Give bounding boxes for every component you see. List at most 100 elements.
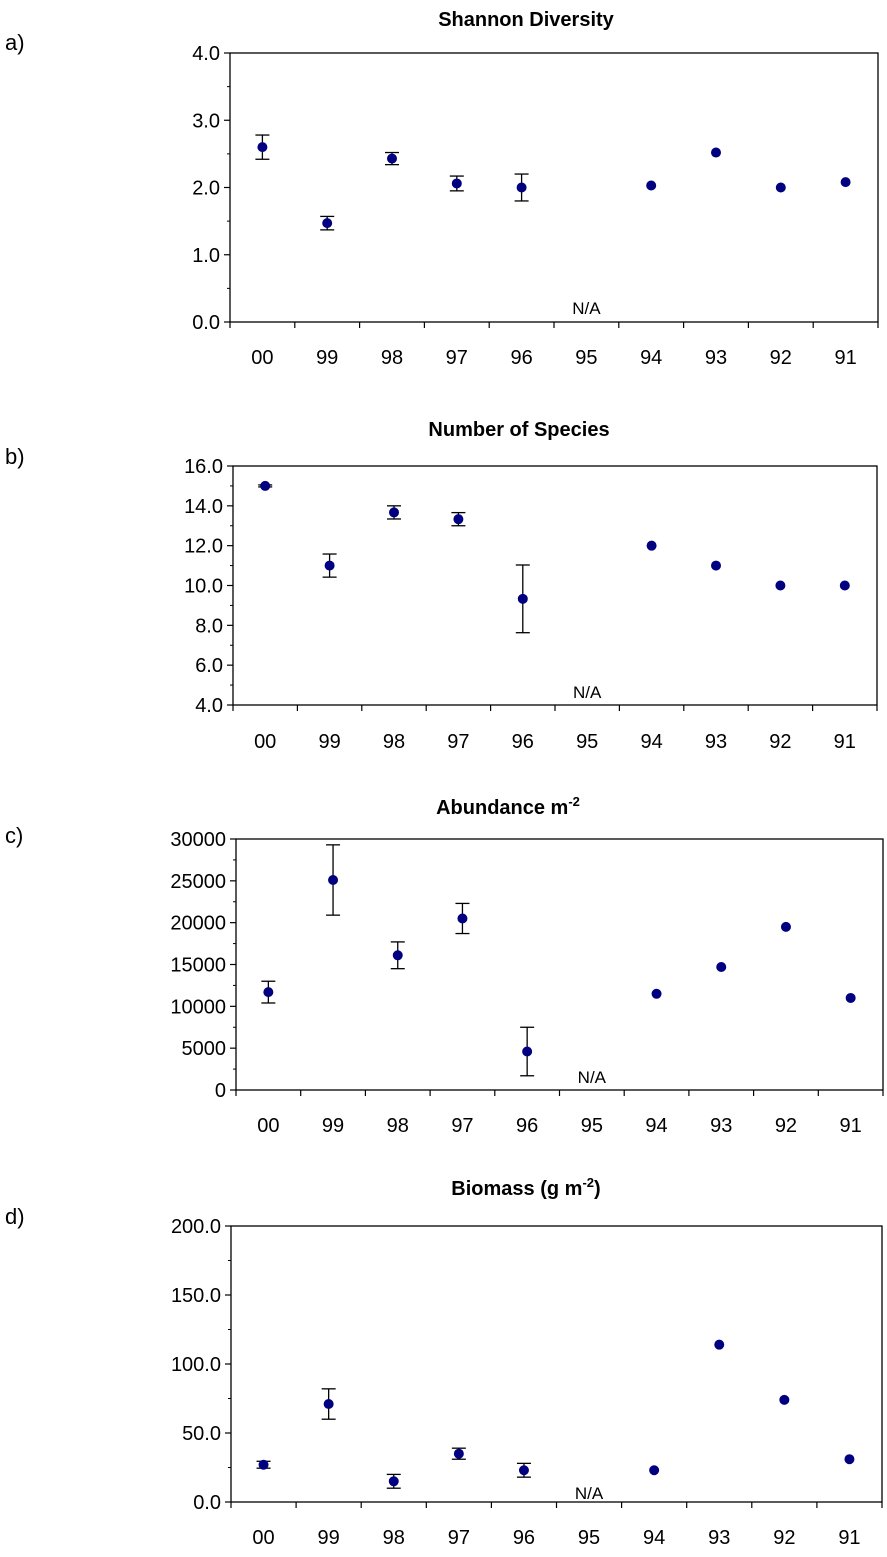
x-tick-label: 99 — [318, 731, 340, 753]
x-tick-label: 92 — [775, 1115, 797, 1137]
data-point — [257, 142, 268, 153]
x-tick-label: 93 — [710, 1115, 732, 1137]
x-tick-label: 95 — [576, 731, 598, 753]
x-tick-label: 91 — [834, 347, 856, 369]
y-tick-label: 10.0 — [184, 576, 223, 598]
data-point — [649, 1465, 660, 1476]
x-tick-label: 99 — [318, 1527, 340, 1549]
y-tick-label: 50.0 — [182, 1423, 221, 1445]
x-tick-label: 98 — [383, 731, 405, 753]
x-tick-label: 96 — [512, 731, 534, 753]
x-tick-label: 97 — [447, 731, 469, 753]
y-tick-label: 1.0 — [192, 245, 220, 267]
data-point — [522, 1046, 533, 1057]
data-point — [714, 1339, 725, 1350]
na-annotation: N/A — [575, 1484, 604, 1503]
x-tick-label: 95 — [581, 1115, 603, 1137]
y-tick-label: 25000 — [170, 871, 226, 893]
chart-panel-a: a) Shannon Diversity 0.0 1.0 2.0 3.0 4.0 00 99 98… — [5, 9, 879, 369]
y-tick-label: 16.0 — [184, 456, 223, 478]
data-point — [711, 560, 721, 571]
data-point — [839, 580, 850, 591]
panel-label: b) — [5, 444, 25, 469]
x-tick-label: 97 — [448, 1527, 470, 1549]
y-tick-label: 2.0 — [192, 178, 220, 200]
chart-title: Biomass (g m-2) — [451, 1175, 600, 1200]
data-point — [322, 218, 333, 229]
data-point — [518, 1465, 529, 1476]
y-tick-label: 20000 — [170, 913, 226, 935]
x-tick-label: 91 — [834, 731, 856, 753]
data-point — [646, 540, 657, 551]
data-point — [780, 921, 791, 932]
data-point — [453, 514, 464, 525]
panel-label: a) — [5, 30, 25, 55]
data-point — [260, 480, 271, 491]
panel-label: c) — [5, 823, 23, 848]
x-tick-label: 93 — [705, 347, 727, 369]
y-tick-label: 200.0 — [171, 1216, 221, 1238]
x-tick-label: 92 — [773, 1527, 795, 1549]
data-point — [453, 1448, 464, 1459]
y-tick-label: 0 — [215, 1080, 226, 1102]
y-tick-label: 0.0 — [192, 312, 220, 334]
x-tick-label: 92 — [769, 731, 791, 753]
y-tick-label: 100.0 — [171, 1354, 221, 1376]
na-annotation: N/A — [573, 683, 602, 702]
data-point — [516, 182, 527, 193]
x-tick-label: 00 — [254, 731, 276, 753]
x-tick-label: 91 — [838, 1527, 860, 1549]
x-tick-label: 97 — [451, 1115, 473, 1137]
data-point — [646, 180, 657, 191]
chart-panel-d: d) Biomass (g m-2) 0.0 50.0 100.0 150.0 200.0 0… — [5, 1175, 883, 1549]
x-tick-label: 92 — [770, 347, 792, 369]
y-tick-label: 3.0 — [192, 110, 220, 132]
data-point — [263, 987, 274, 998]
y-tick-label: 4.0 — [192, 43, 220, 65]
x-tick-label: 93 — [705, 731, 727, 753]
data-point — [392, 950, 403, 961]
x-tick-label: 91 — [840, 1115, 862, 1137]
data-point — [844, 1454, 855, 1465]
data-point — [387, 153, 397, 164]
x-tick-label: 00 — [252, 1527, 274, 1549]
y-tick-label: 150.0 — [171, 1285, 221, 1307]
plot-area — [230, 1225, 883, 1503]
x-tick-label: 99 — [322, 1115, 344, 1137]
y-tick-label: 0.0 — [193, 1492, 221, 1514]
x-tick-label: 93 — [708, 1527, 730, 1549]
data-point — [651, 988, 662, 999]
chart-title: Number of Species — [428, 419, 609, 441]
chart-panel-b: b) Number of Species 4.0 6.0 8.0 10.0 12.0 14.0… — [5, 419, 878, 753]
data-point — [840, 177, 851, 188]
y-tick-label: 30000 — [170, 829, 226, 851]
data-point — [779, 1394, 790, 1405]
x-tick-label: 00 — [257, 1115, 279, 1137]
y-tick-label: 10000 — [170, 996, 226, 1018]
y-tick-label: 14.0 — [184, 496, 223, 518]
x-tick-label: 96 — [516, 1115, 538, 1137]
data-point — [775, 580, 786, 591]
na-annotation: N/A — [578, 1068, 607, 1087]
chart-title: Shannon Diversity — [438, 9, 614, 31]
x-tick-label: 96 — [513, 1527, 535, 1549]
x-tick-label: 94 — [640, 347, 662, 369]
data-point — [324, 560, 335, 571]
x-tick-label: 95 — [578, 1527, 600, 1549]
data-point — [451, 178, 462, 189]
panel-label: d) — [5, 1204, 25, 1229]
y-tick-label: 15000 — [170, 955, 226, 977]
x-tick-label: 94 — [643, 1527, 665, 1549]
x-tick-label: 98 — [387, 1115, 409, 1137]
y-tick-label: 5000 — [182, 1038, 227, 1060]
x-tick-label: 95 — [575, 347, 597, 369]
x-tick-label: 98 — [381, 347, 403, 369]
chart-title: Abundance m-2 — [436, 794, 580, 819]
x-tick-label: 96 — [510, 347, 532, 369]
y-tick-label: 8.0 — [195, 615, 223, 637]
x-tick-label: 94 — [645, 1115, 667, 1137]
data-point — [845, 992, 856, 1003]
x-tick-label: 99 — [316, 347, 338, 369]
data-point — [457, 913, 468, 924]
